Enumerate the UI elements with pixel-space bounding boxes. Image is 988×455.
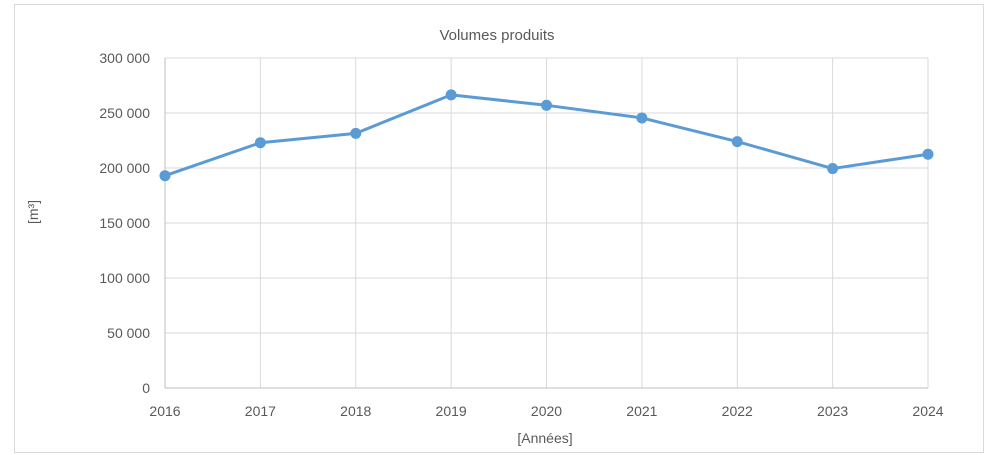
- data-point: [922, 148, 934, 160]
- axes: [164, 58, 928, 389]
- y-tick-label: 100 000: [99, 270, 150, 286]
- y-axis-label: [m³]: [25, 200, 41, 224]
- data-point: [636, 112, 648, 124]
- y-tick-label: 250 000: [99, 105, 150, 121]
- data-point: [350, 127, 362, 139]
- data-point: [254, 137, 266, 149]
- x-tick-label: 2022: [722, 403, 753, 419]
- x-tick-label: 2018: [340, 403, 371, 419]
- x-axis-ticks: 2016 2017 2018 2019 2020 2021 2022 2023 2024: [149, 403, 943, 419]
- y-tick-label: 0: [142, 380, 150, 396]
- y-axis-ticks: 0 50 000 100 000 150 000 200 000 250 000 300 0…: [99, 50, 150, 396]
- data-point: [445, 89, 457, 101]
- x-tick-label: 2020: [531, 403, 562, 419]
- y-tick-label: 50 000: [107, 325, 150, 341]
- x-tick-label: 2016: [149, 403, 180, 419]
- grid: [165, 57, 929, 388]
- data-point: [731, 136, 743, 148]
- chart-title: Volumes produits: [439, 27, 554, 44]
- y-tick-label: 300 000: [99, 50, 150, 66]
- data-point: [827, 163, 839, 175]
- series-layer: [159, 89, 934, 182]
- data-point: [541, 99, 552, 111]
- chart-frame: [14, 4, 984, 453]
- x-axis-label: [Années]: [517, 430, 572, 446]
- y-tick-label: 200 000: [99, 160, 150, 176]
- x-tick-label: 2023: [817, 403, 848, 419]
- data-point: [159, 170, 171, 182]
- x-tick-label: 2017: [245, 403, 276, 419]
- x-tick-label: 2021: [626, 403, 657, 419]
- x-tick-label: 2024: [912, 403, 943, 419]
- y-tick-label: 150 000: [99, 215, 150, 231]
- x-tick-label: 2019: [436, 403, 467, 419]
